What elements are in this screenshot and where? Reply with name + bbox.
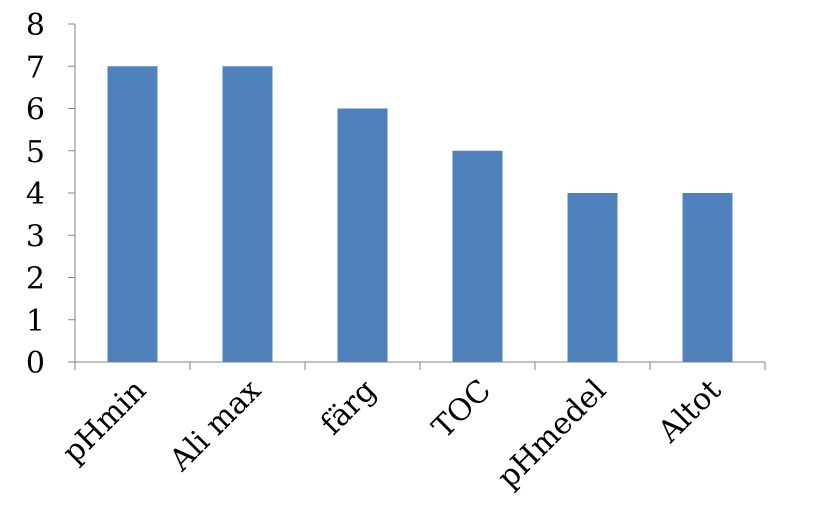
bar-phmedel bbox=[567, 193, 618, 362]
x-axis bbox=[74, 361, 766, 370]
bar-phmin bbox=[107, 66, 158, 362]
y-tick-label: 8 bbox=[26, 8, 45, 43]
y-axis: 0 1 2 3 4 5 6 7 8 bbox=[26, 8, 76, 381]
x-tick-label: färg bbox=[314, 373, 383, 442]
x-tick-label: Ali max bbox=[162, 373, 268, 479]
y-tick-label: 0 bbox=[26, 346, 45, 381]
x-tick-label: pHmedel bbox=[491, 373, 613, 495]
y-tick-label: 7 bbox=[26, 50, 45, 85]
y-tick-label: 3 bbox=[26, 219, 45, 254]
bar-färg bbox=[337, 108, 388, 362]
x-tick-label: pHmin bbox=[56, 373, 153, 470]
y-tick-label: 6 bbox=[26, 93, 45, 128]
y-tick-label: 5 bbox=[26, 135, 45, 170]
y-tick-label: 2 bbox=[26, 262, 45, 297]
bar-altot bbox=[682, 193, 733, 362]
x-tick-label: TOC bbox=[426, 373, 499, 446]
bars bbox=[107, 66, 733, 362]
bar-toc bbox=[452, 150, 503, 362]
x-tick-label: Altot bbox=[651, 373, 728, 450]
y-tick-label: 4 bbox=[26, 177, 45, 212]
bar-ali-max bbox=[222, 66, 273, 362]
y-tick-label: 1 bbox=[26, 304, 45, 339]
